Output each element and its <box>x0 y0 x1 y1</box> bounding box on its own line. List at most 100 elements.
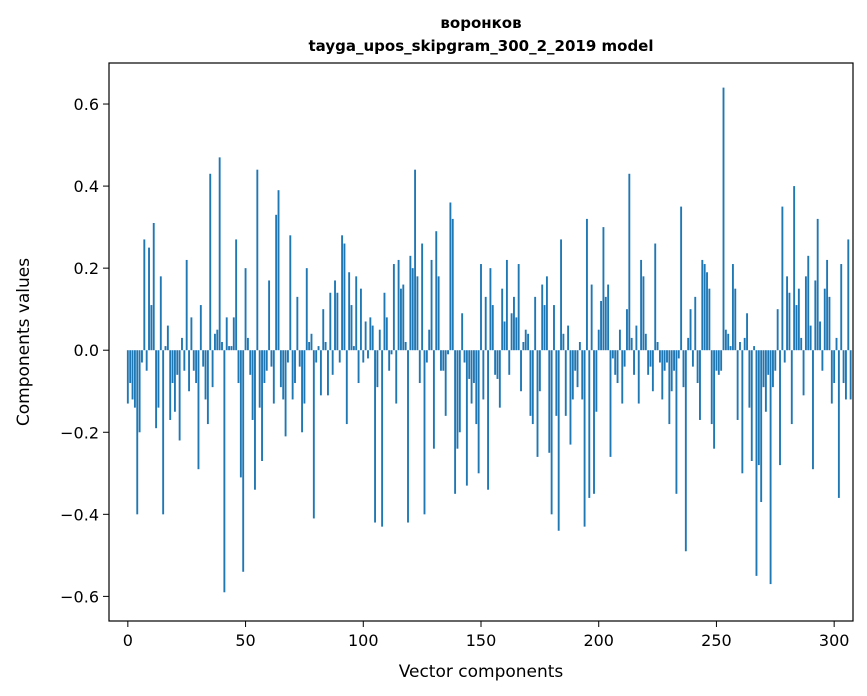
bar <box>668 350 671 425</box>
bar <box>684 350 687 552</box>
bar <box>491 305 494 351</box>
bar <box>833 350 836 384</box>
bar <box>164 346 167 351</box>
bar <box>254 350 256 490</box>
bar <box>567 325 570 351</box>
bar <box>736 350 739 420</box>
bar <box>741 350 744 474</box>
bar <box>816 218 819 351</box>
bar <box>331 350 334 375</box>
bar <box>600 300 603 351</box>
bar <box>844 350 847 400</box>
bar <box>713 350 716 449</box>
bar <box>352 346 355 351</box>
y-tick-label: −0.6 <box>60 587 99 606</box>
bar <box>699 350 701 420</box>
bar <box>826 259 829 351</box>
bar <box>557 350 560 531</box>
bar <box>367 350 369 359</box>
bar <box>529 350 532 416</box>
bar <box>343 243 346 351</box>
bar <box>687 337 690 351</box>
bar <box>166 325 169 351</box>
bar <box>762 350 765 388</box>
bar <box>395 350 398 404</box>
bar <box>345 350 348 425</box>
bar <box>524 329 527 351</box>
bar <box>677 350 680 359</box>
bar <box>388 350 391 371</box>
bar <box>148 247 150 351</box>
bar <box>496 350 499 379</box>
bar <box>581 350 584 400</box>
bar <box>150 305 153 351</box>
bar <box>378 329 381 351</box>
bar <box>458 350 461 433</box>
bar <box>534 296 537 351</box>
bar <box>451 218 454 351</box>
bar <box>199 305 202 351</box>
bar <box>661 350 664 400</box>
bar <box>312 350 315 519</box>
bar <box>647 350 650 375</box>
bar <box>722 87 725 351</box>
bar <box>682 350 685 388</box>
bar <box>228 346 231 351</box>
bar <box>376 350 379 388</box>
bar <box>538 350 541 392</box>
bar <box>465 350 468 486</box>
bar <box>809 325 812 351</box>
bar <box>270 350 273 367</box>
bar <box>261 350 263 461</box>
bar <box>390 350 393 355</box>
bar <box>717 350 720 375</box>
bar <box>602 227 605 351</box>
bar <box>482 350 485 400</box>
x-tick-label: 200 <box>583 631 614 650</box>
bar <box>218 157 221 351</box>
bar <box>371 325 374 351</box>
bar <box>788 292 791 351</box>
bar <box>793 186 796 351</box>
bar <box>823 288 826 351</box>
bar <box>691 350 694 367</box>
bar <box>195 350 198 384</box>
x-axis-ticks: 0 50 100 150 200 250 300 <box>123 621 850 650</box>
bar <box>828 296 831 351</box>
bar <box>800 337 803 351</box>
bar <box>477 350 480 474</box>
bar <box>437 276 440 351</box>
bar <box>614 350 617 375</box>
bar <box>802 350 805 396</box>
bar <box>223 350 226 593</box>
bar <box>136 350 139 515</box>
y-tick-label: −0.2 <box>60 423 99 442</box>
y-tick-label: 0.0 <box>74 341 99 360</box>
bar <box>256 169 259 351</box>
bar <box>324 342 327 351</box>
bar <box>508 350 511 375</box>
bar <box>409 255 412 351</box>
x-tick-label: 300 <box>819 631 850 650</box>
bar <box>847 239 850 351</box>
bar <box>651 350 654 392</box>
bar <box>609 350 612 457</box>
bar <box>724 329 727 351</box>
bar <box>644 333 647 351</box>
bar <box>364 321 367 351</box>
bar <box>430 259 433 351</box>
bar <box>131 350 134 400</box>
bar <box>635 325 638 351</box>
bar <box>731 264 734 351</box>
bar <box>515 317 518 351</box>
bar <box>548 350 551 453</box>
bar <box>658 350 661 363</box>
bar <box>670 350 673 392</box>
bar <box>143 239 146 351</box>
bar <box>783 350 786 363</box>
bar <box>289 235 292 351</box>
bar-series <box>126 87 852 593</box>
bar <box>703 264 706 351</box>
bar <box>656 342 659 351</box>
bar <box>578 342 581 351</box>
